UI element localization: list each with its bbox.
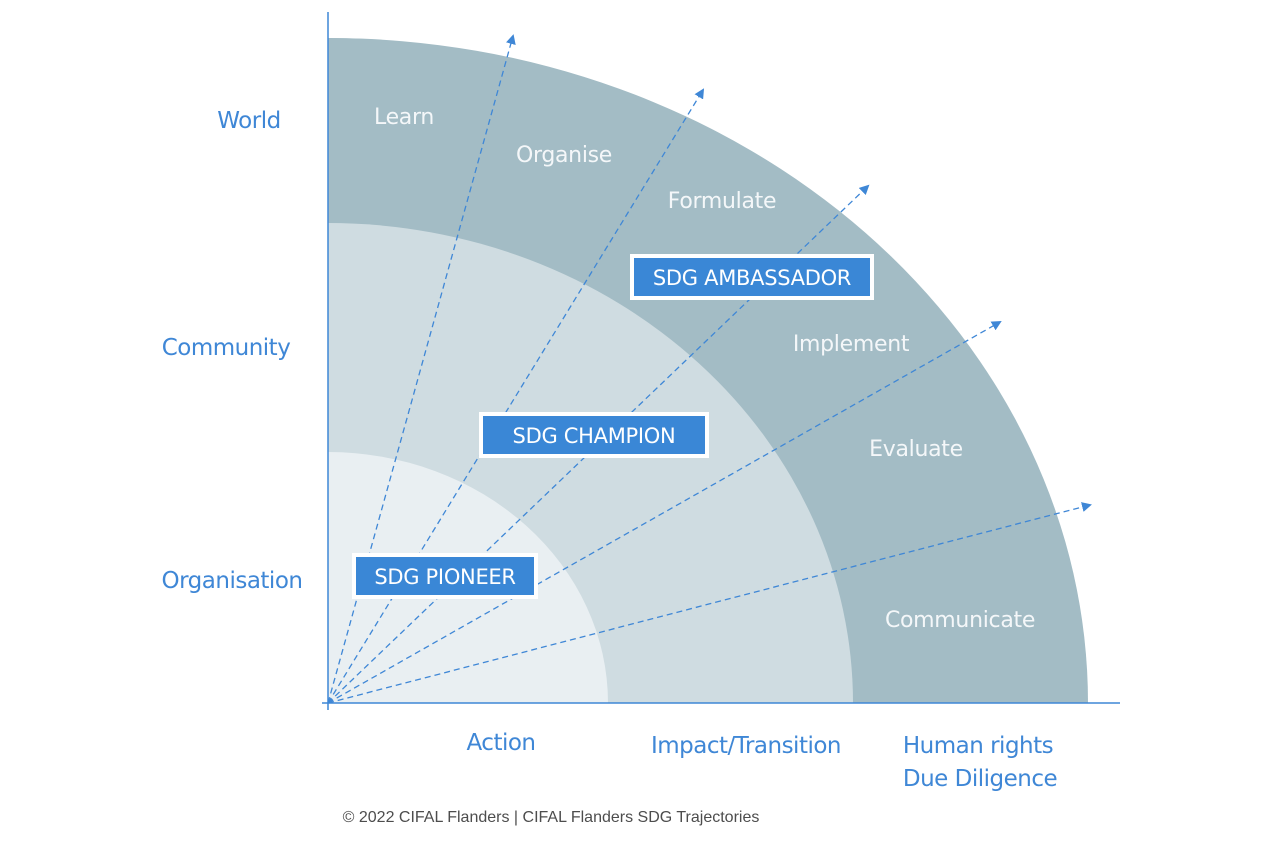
step-organise: Organise xyxy=(516,143,612,168)
arrow-communicate xyxy=(327,502,1092,704)
arrow-implement xyxy=(327,321,1002,704)
step-communicate: Communicate xyxy=(885,608,1035,633)
badge-sdg-ambassador: SDG AMBASSADOR xyxy=(630,254,874,300)
badge-sdg-champion-label: SDG CHAMPION xyxy=(513,424,676,448)
x-label-human-rights-line2: Due Diligence xyxy=(903,766,1057,792)
step-evaluate: Evaluate xyxy=(869,437,963,462)
badge-sdg-pioneer-label: SDG PIONEER xyxy=(374,565,515,589)
badge-sdg-ambassador-label: SDG AMBASSADOR xyxy=(653,266,851,290)
y-label-organisation: Organisation xyxy=(162,568,303,594)
step-learn: Learn xyxy=(374,105,434,130)
x-label-human-rights-line1: Human rights xyxy=(903,733,1053,759)
badge-sdg-pioneer: SDG PIONEER xyxy=(352,553,538,599)
y-label-community: Community xyxy=(162,335,291,361)
step-formulate: Formulate xyxy=(668,189,776,214)
footer-credit: © 2022 CIFAL Flanders | CIFAL Flanders S… xyxy=(343,809,760,826)
y-label-world: World xyxy=(217,108,280,134)
x-label-action: Action xyxy=(466,730,535,756)
badge-sdg-champion: SDG CHAMPION xyxy=(479,412,709,458)
x-label-impact-transition: Impact/Transition xyxy=(651,733,841,759)
step-implement: Implement xyxy=(793,332,910,357)
